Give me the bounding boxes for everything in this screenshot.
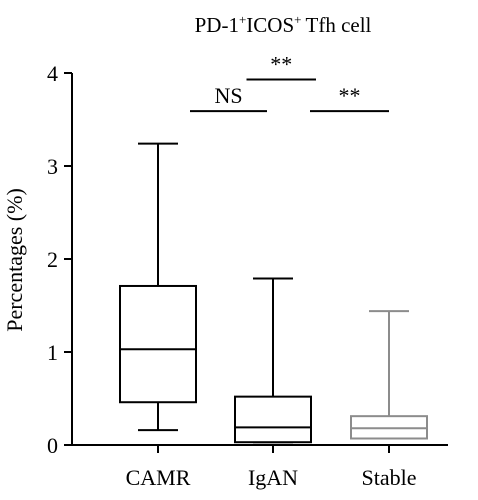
title-sup-2: +: [294, 12, 301, 27]
x-tick-label: CAMR: [126, 465, 191, 490]
title-part-icos: ICOS: [246, 13, 294, 37]
iqr-box: [119, 284, 197, 404]
y-tick-label: 4: [47, 61, 58, 86]
chart-title: PD-1+ICOS+ Tfh cell: [195, 12, 372, 37]
y-axis-label: Percentages (%): [2, 188, 27, 332]
x-tick-label: IgAN: [248, 465, 298, 490]
y-tick-label: 2: [47, 247, 58, 272]
title-part-tfh: Tfh cell: [306, 13, 372, 37]
box-camr: [119, 142, 197, 432]
axes: 0 1 2 3 4 CAMR IgAN Stable: [47, 61, 448, 490]
y-tick-label: 1: [47, 340, 58, 365]
title-part-pd1: PD-1: [195, 13, 239, 37]
box-stable: [350, 310, 428, 440]
title-sup-1: +: [239, 12, 246, 27]
box-igan: [234, 277, 312, 444]
y-tick-label: 0: [47, 433, 58, 458]
iqr-box: [234, 395, 312, 444]
y-tick-label: 3: [47, 154, 58, 179]
significance-label: **: [270, 52, 292, 77]
plot-area: NS ** **: [119, 52, 428, 444]
significance-label: NS: [214, 83, 242, 108]
x-tick-label: Stable: [362, 465, 417, 490]
significance-label: **: [339, 83, 361, 108]
